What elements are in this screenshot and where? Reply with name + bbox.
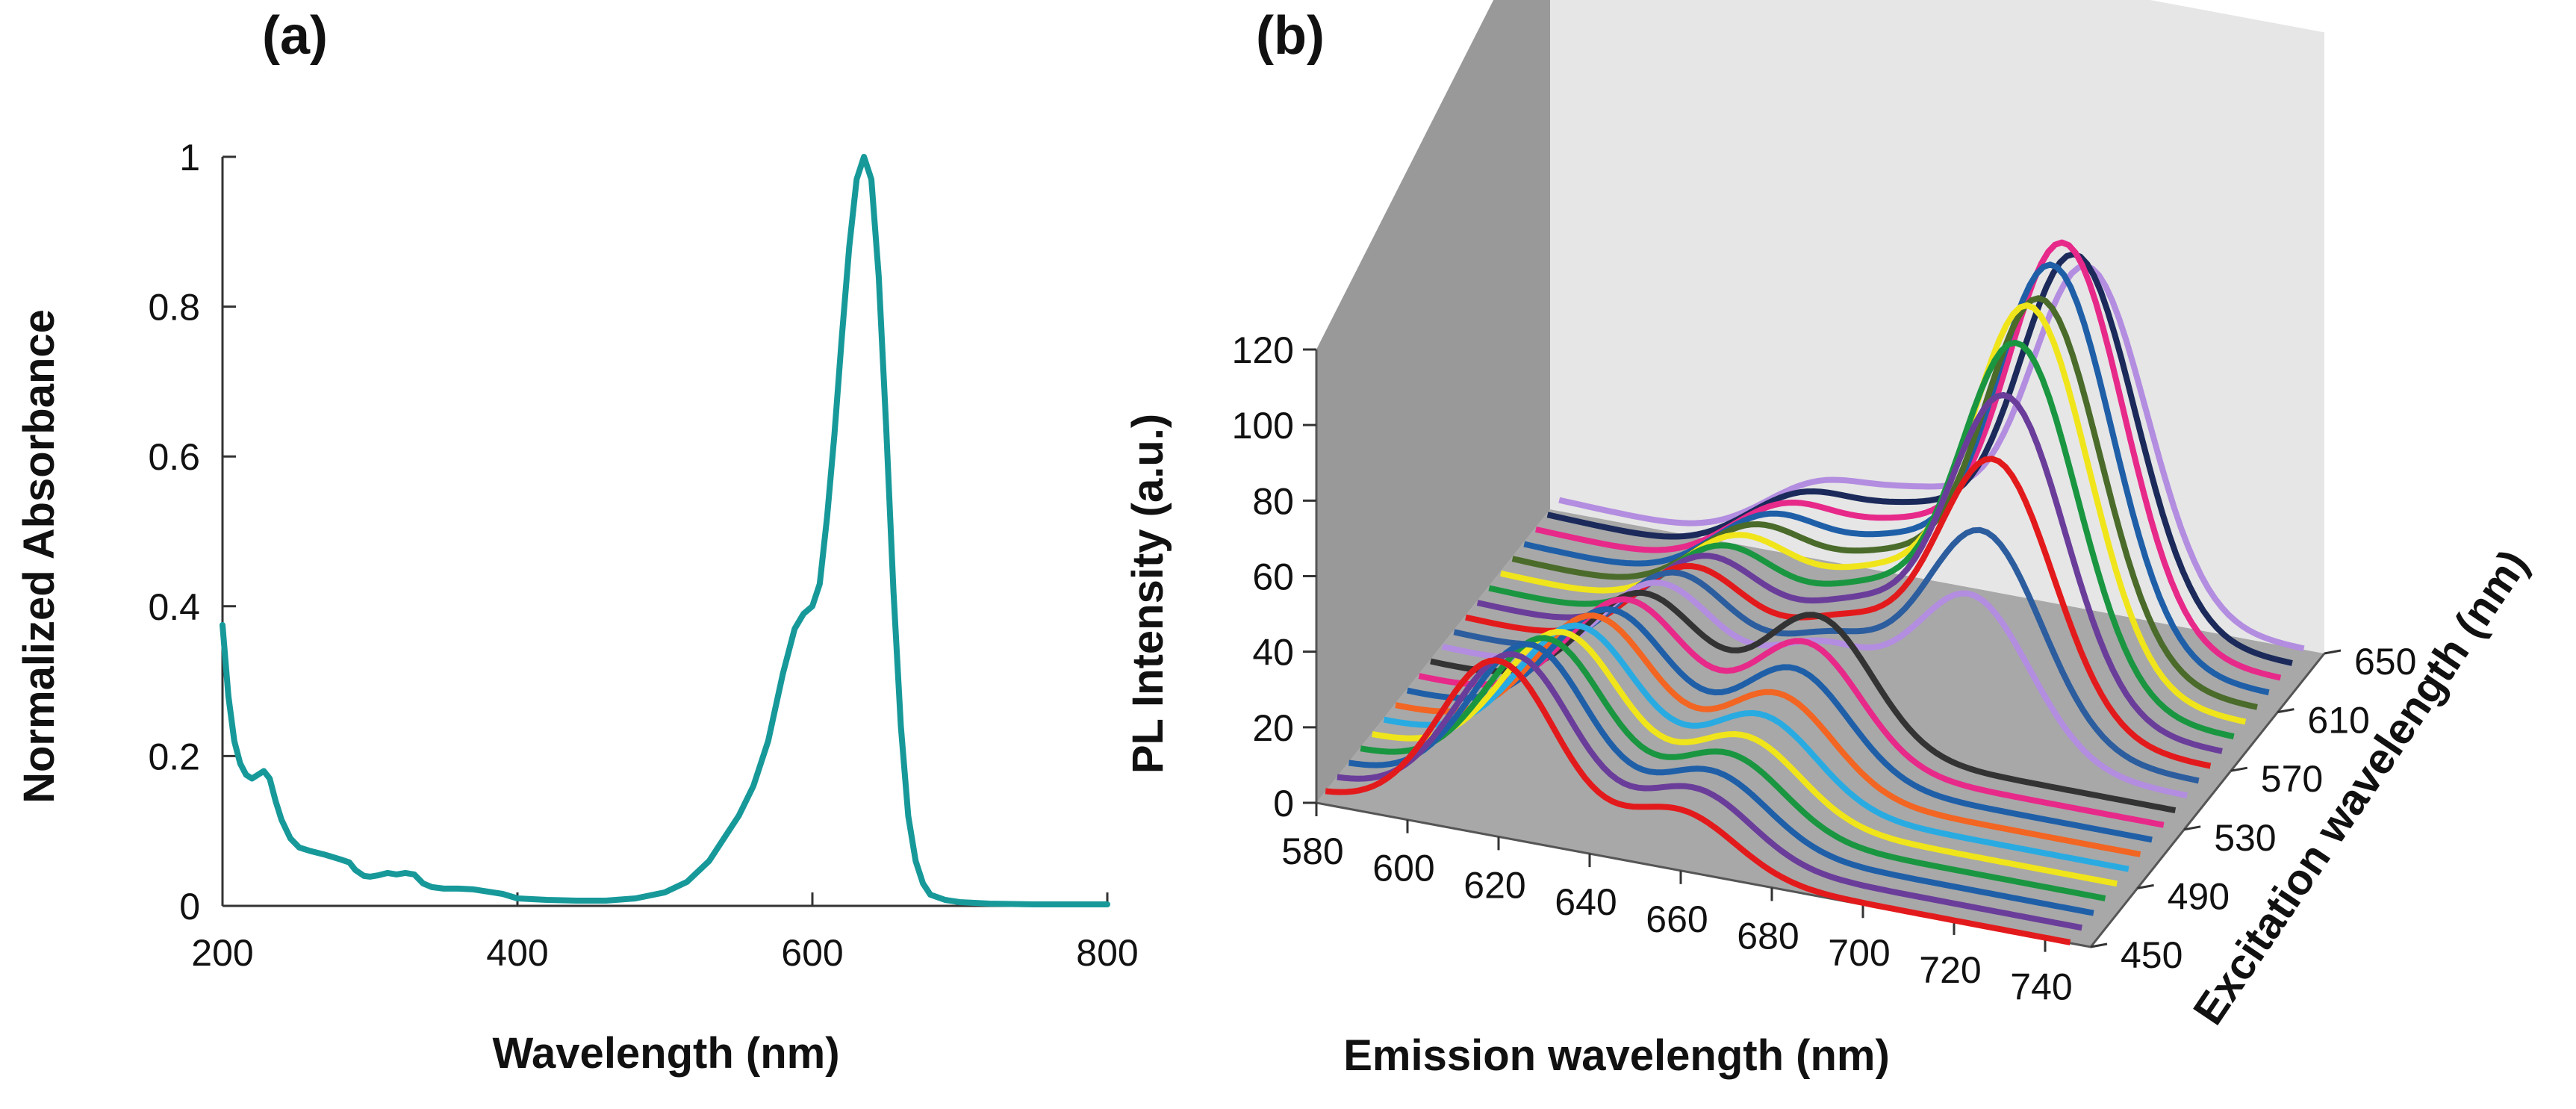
- panel-b-x-tick-label: 720: [1919, 949, 1981, 991]
- panel-b-z-tick-label: 490: [2168, 875, 2230, 917]
- absorbance-curve: [220, 154, 1110, 907]
- panel-b-x-tick-label: 740: [2010, 966, 2072, 1008]
- panel-b-x-tick-label: 580: [1281, 830, 1343, 872]
- panel-b-left-wall: [1316, 0, 1550, 803]
- panel-b-y-tick-label: 120: [1232, 329, 1294, 371]
- panel-b-z-tick: [2230, 766, 2248, 772]
- panel-b-y-tick-label: 40: [1252, 632, 1294, 674]
- pl-curve-excitation-490: [1372, 629, 2118, 887]
- pl-curve-excitation-520: [1406, 606, 2153, 843]
- pl-curve-excitation-650: [1558, 263, 2305, 652]
- pl-curve-excitation-460: [1337, 651, 2082, 931]
- panel-a-x-tick-label: 200: [191, 932, 253, 974]
- panel-a-x-tick-label: 400: [486, 932, 548, 974]
- pl-curve-excitation-450: [1325, 657, 2071, 945]
- panel-a-x-tick-label: 600: [781, 932, 843, 974]
- panel-b-pl-waterfall-chart: (b) 0 20 40 60 80 100 120 580 600 620 640 660 680 700…: [1124, 0, 2538, 1080]
- panel-a-ticks: 0 0.2 0.4 0.6 0.8 1 200 400 600 800: [148, 137, 1138, 974]
- panel-b-curves: [1325, 239, 2305, 945]
- pl-curve-excitation-620: [1523, 261, 2270, 696]
- panel-a-axes: [221, 157, 1107, 907]
- panel-b-label: (b): [1256, 6, 1325, 66]
- panel-b-x-tick-label: 640: [1555, 881, 1617, 923]
- panel-b-z-tick-label: 610: [2307, 700, 2369, 742]
- pl-curve-excitation-610: [1511, 295, 2258, 710]
- panel-a-absorbance-chart: (a) 0 0.2 0.4 0.6 0.8 1 200 400 600 800 Wavelengt…: [15, 6, 1139, 1078]
- pl-curve-excitation-470: [1348, 641, 2094, 916]
- panel-b-y-tick-label: 60: [1252, 556, 1294, 598]
- panel-b-x-tick-label: 700: [1828, 932, 1890, 974]
- panel-a-y-tick-label: 0.2: [148, 736, 200, 777]
- panel-a-y-tick-label: 1: [179, 137, 200, 178]
- panel-b-z-tick-label: 530: [2214, 817, 2276, 859]
- panel-b-x-tick-label: 600: [1372, 848, 1434, 889]
- panel-b-y-tick-label: 100: [1232, 405, 1294, 447]
- panel-b-z-tick: [2324, 649, 2342, 655]
- panel-a-x-tick-label: 800: [1076, 932, 1138, 974]
- panel-b-z-tick-label: 570: [2261, 758, 2323, 800]
- pl-curve-excitation-640: [1546, 251, 2293, 666]
- panel-b-ticks: 0 20 40 60 80 100 120 580 600 620 640 660 680 700 720 7…: [1232, 329, 2417, 1008]
- pl-curve-excitation-600: [1500, 302, 2247, 725]
- panel-b-z-tick: [2090, 942, 2108, 948]
- panel-a-y-tick-label: 0.4: [148, 586, 200, 628]
- panel-b-3d-walls: [1315, 0, 2326, 948]
- panel-b-z-tick-label: 650: [2354, 641, 2416, 683]
- panel-a-y-tick-label: 0.6: [148, 436, 200, 478]
- panel-a-x-axis-title: Wavelength (nm): [492, 1029, 839, 1078]
- panel-b-x-axis-title: Emission wavelength (nm): [1343, 1031, 1890, 1080]
- panel-b-y-tick-label: 0: [1273, 783, 1294, 824]
- panel-b-z-tick-label: 450: [2121, 934, 2183, 976]
- panel-a-y-tick-label: 0: [179, 886, 200, 928]
- panel-a-label: (a): [262, 6, 328, 66]
- panel-b-back-wall: [1550, 0, 2324, 653]
- pl-curve-excitation-480: [1360, 635, 2106, 901]
- panel-a-y-axis-title: Normalized Absorbance: [15, 309, 63, 804]
- pl-curve-excitation-630: [1535, 239, 2282, 681]
- panel-b-x-tick-label: 620: [1463, 864, 1525, 906]
- panel-b-z-tick: [2183, 825, 2201, 831]
- panel-a-y-tick-label: 0.8: [148, 287, 200, 329]
- pl-curve-excitation-500: [1383, 622, 2129, 872]
- panel-b-y-tick-label: 20: [1252, 707, 1294, 749]
- panel-b-y-axis-title: PL Intensity (a.u.): [1124, 414, 1172, 774]
- panel-b-y-tick-label: 80: [1252, 480, 1294, 522]
- panel-b-z-tick: [2277, 708, 2295, 714]
- panel-b-z-tick: [2137, 883, 2154, 889]
- panel-b-x-tick-label: 680: [1737, 916, 1799, 957]
- panel-b-x-tick-label: 660: [1646, 898, 1708, 940]
